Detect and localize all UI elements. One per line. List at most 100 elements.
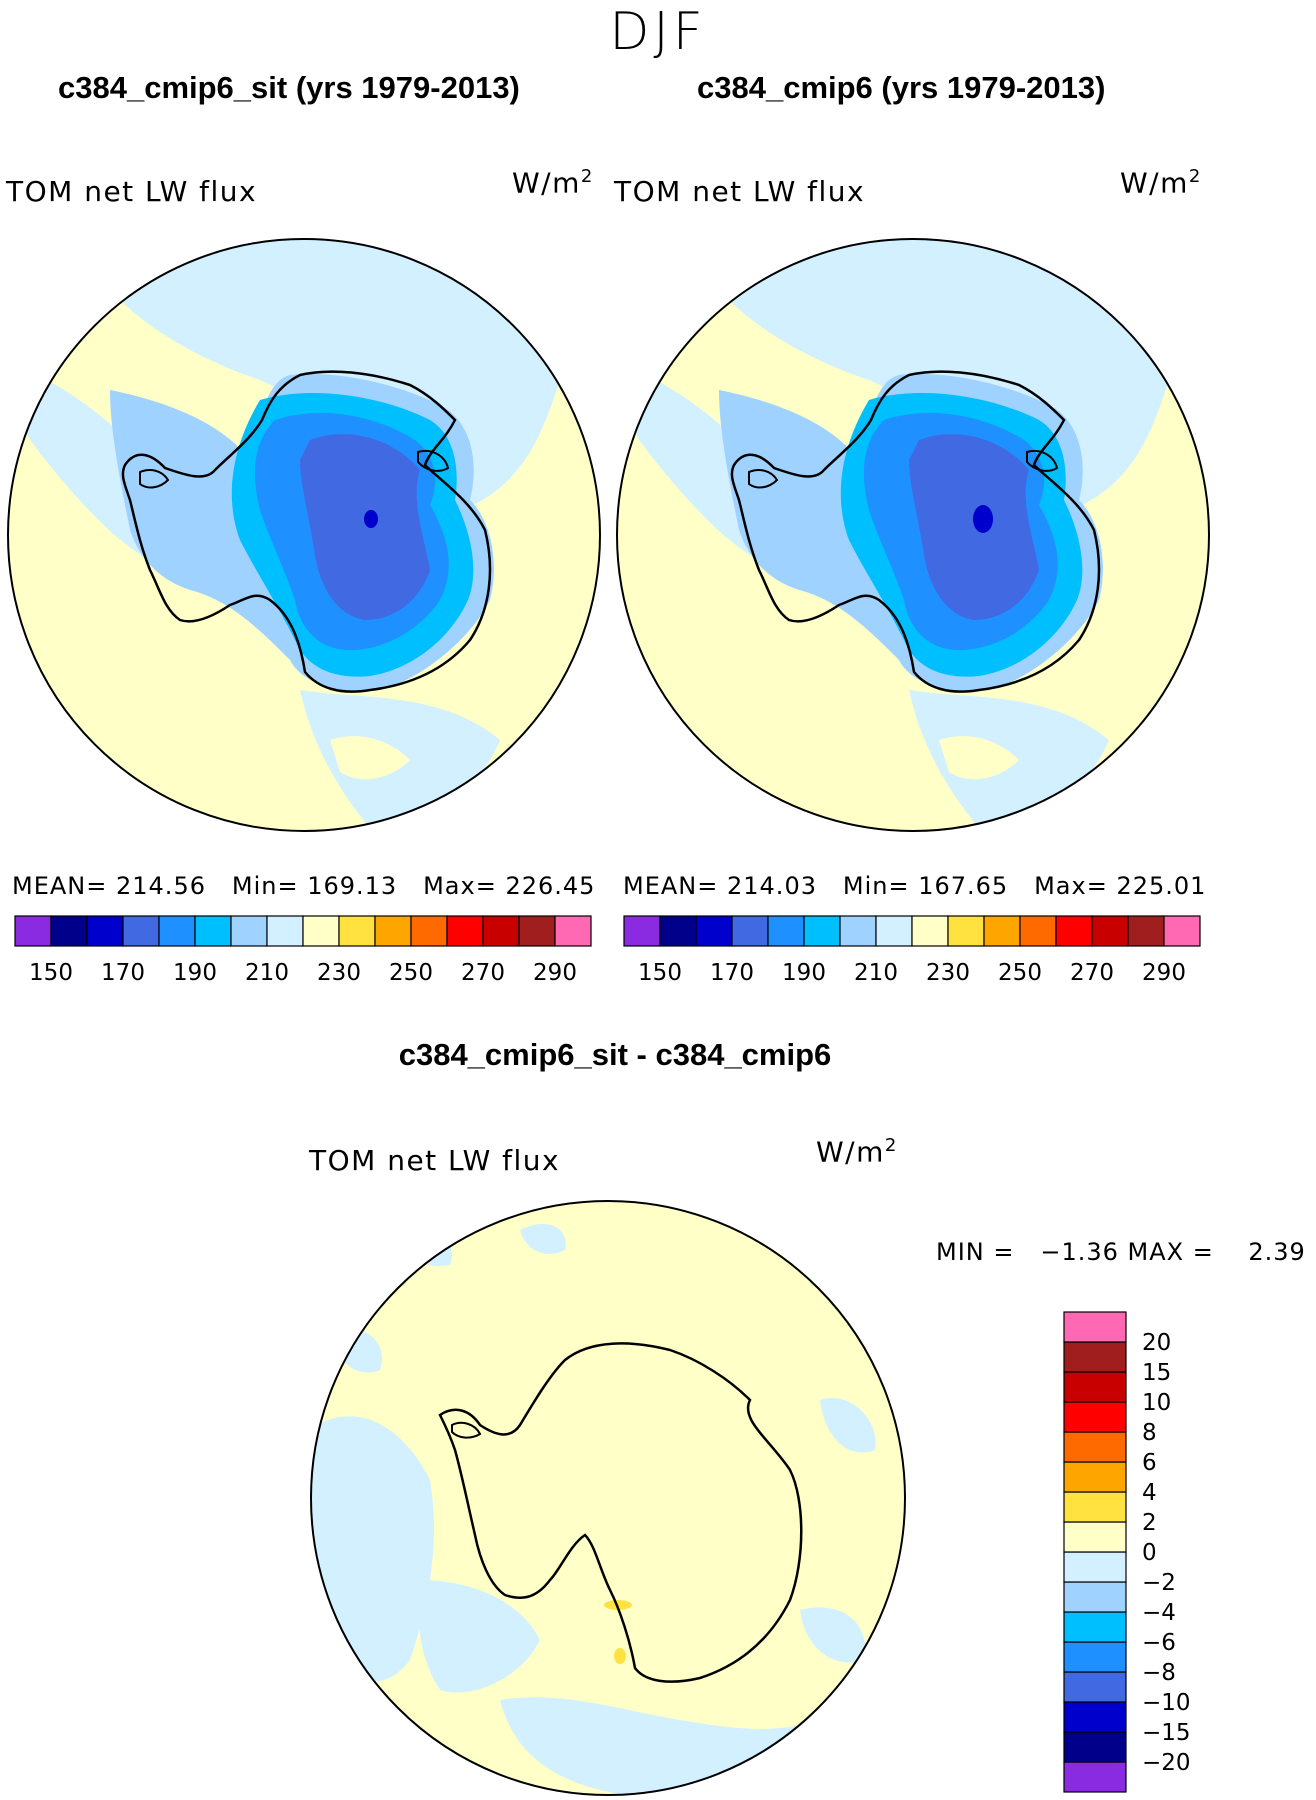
colorbar-tick-label: 6 <box>1142 1450 1157 1476</box>
mean-label: MEAN= <box>12 872 108 900</box>
colorbar-tick-label: 250 <box>998 960 1042 986</box>
colorbar-tick-label: 8 <box>1142 1420 1157 1446</box>
colorbar-tick-label: 15 <box>1142 1360 1171 1386</box>
colorbar-swatch <box>1063 1371 1127 1403</box>
min-label: Min= <box>842 872 910 900</box>
mean-label: MEAN= <box>623 872 719 900</box>
panel-right-units: W/m2 <box>1120 166 1202 199</box>
colorbar-swatch <box>1063 1311 1127 1343</box>
colorbar-swatch <box>1063 1761 1127 1793</box>
units-exponent: 2 <box>1188 166 1202 187</box>
colorbar-swatch <box>374 915 412 947</box>
colorbar-swatch <box>659 915 697 947</box>
diff-units: W/m2 <box>816 1135 898 1168</box>
colorbar-tick-label: 210 <box>854 960 898 986</box>
panel-left-variable: TOM net LW flux <box>6 175 258 208</box>
colorbar-swatch <box>1055 915 1093 947</box>
panel-right-variable: TOM net LW flux <box>614 175 866 208</box>
colorbar-swatch <box>482 915 520 947</box>
colorbar-swatch <box>446 915 484 947</box>
colorbar-tick-label: 4 <box>1142 1480 1157 1506</box>
max-label: Max= <box>423 872 497 900</box>
colorbar-swatch <box>1063 1581 1127 1613</box>
colorbar-swatch <box>1163 915 1201 947</box>
colorbar-swatch <box>194 915 232 947</box>
colorbar-tick-label: 250 <box>389 960 433 986</box>
colorbar-swatch <box>983 915 1021 947</box>
colorbar-swatch <box>122 915 160 947</box>
colorbar-swatch <box>623 915 661 947</box>
colorbar-swatch <box>839 915 877 947</box>
colorbar-tick-label: 2 <box>1142 1510 1157 1536</box>
panel-right-title: c384_cmip6 (yrs 1979-2013) <box>697 70 1106 105</box>
max-value: 225.01 <box>1116 872 1207 900</box>
colorbar-tick-label: 150 <box>29 960 73 986</box>
colorbar-tick-label: 270 <box>461 960 505 986</box>
diff-title: c384_cmip6_sit - c384_cmip6 <box>398 1037 832 1072</box>
colorbar-tick-label: −8 <box>1142 1660 1176 1686</box>
colorbar-tick-label: −20 <box>1142 1750 1191 1776</box>
colorbar-swatch <box>911 915 949 947</box>
units-exponent: 2 <box>580 166 594 187</box>
colorbar-tick-label: 10 <box>1142 1390 1171 1416</box>
colorbar-swatch <box>1063 1461 1127 1493</box>
colorbar-tick-label: 20 <box>1142 1330 1171 1356</box>
mean-value: 214.03 <box>727 872 817 900</box>
colorbar-tick-label: −6 <box>1142 1630 1176 1656</box>
units-base: W/m <box>816 1135 885 1169</box>
colorbar-swatch <box>803 915 841 947</box>
panel-left-units: W/m2 <box>512 166 594 199</box>
colorbar-tick-label: 290 <box>1142 960 1186 986</box>
colorbar-tick-label: 190 <box>782 960 826 986</box>
colorbar-swatch <box>410 915 448 947</box>
colorbar-swatch <box>1019 915 1057 947</box>
colorbar-tick-label: 270 <box>1070 960 1114 986</box>
colorbar-swatch <box>1063 1341 1127 1373</box>
colorbar-swatch <box>1063 1401 1127 1433</box>
colorbar-swatch <box>554 915 592 947</box>
colorbar-tick-label: −15 <box>1142 1720 1191 1746</box>
colorbar-swatch <box>1063 1551 1127 1583</box>
colorbar-swatch <box>518 915 556 947</box>
diff-variable: TOM net LW flux <box>309 1144 561 1177</box>
colorbar-tick-label: −4 <box>1142 1600 1176 1626</box>
colorbar-swatch <box>1063 1731 1127 1763</box>
colorbar-tick-label: 210 <box>245 960 289 986</box>
units-base: W/m <box>512 166 581 200</box>
max-value: 226.45 <box>505 872 596 900</box>
colorbar-swatch <box>1063 1431 1127 1463</box>
colorbar-tick-label: −10 <box>1142 1690 1191 1716</box>
colorbar-tick-label: 230 <box>317 960 361 986</box>
colorbar-swatch <box>158 915 196 947</box>
panel-left-title: c384_cmip6_sit (yrs 1979-2013) <box>58 70 520 105</box>
min-value: 167.65 <box>918 872 1009 900</box>
colorbar-tick-label: 170 <box>101 960 145 986</box>
colorbar-tick-label: 290 <box>533 960 577 986</box>
colorbar-tick-label: 190 <box>173 960 217 986</box>
min-value: 169.13 <box>307 872 398 900</box>
colorbar-tick-label: 170 <box>710 960 754 986</box>
season-title: DJF <box>609 2 707 62</box>
colorbar-swatch <box>1063 1641 1127 1673</box>
colorbar-swatch <box>1063 1671 1127 1703</box>
colorbar-tick-label: 150 <box>638 960 682 986</box>
min-label: Min= <box>231 872 299 900</box>
max-label: Max= <box>1034 872 1108 900</box>
colorbar-swatch <box>1063 1611 1127 1643</box>
colorbar-swatch <box>731 915 769 947</box>
panel-left-stats: MEAN= 214.56 Min= 169.13 Max= 226.45 <box>12 872 595 900</box>
colorbar-swatch <box>50 915 88 947</box>
colorbar-swatch <box>1127 915 1165 947</box>
colorbar-tick-label: −2 <box>1142 1570 1176 1596</box>
colorbar-swatch <box>266 915 304 947</box>
colorbar-swatch <box>1063 1701 1127 1733</box>
units-exponent: 2 <box>884 1135 898 1156</box>
mean-value: 214.56 <box>116 872 206 900</box>
diff-minmax: MIN = −1.36 MAX = 2.39 <box>936 1238 1306 1266</box>
